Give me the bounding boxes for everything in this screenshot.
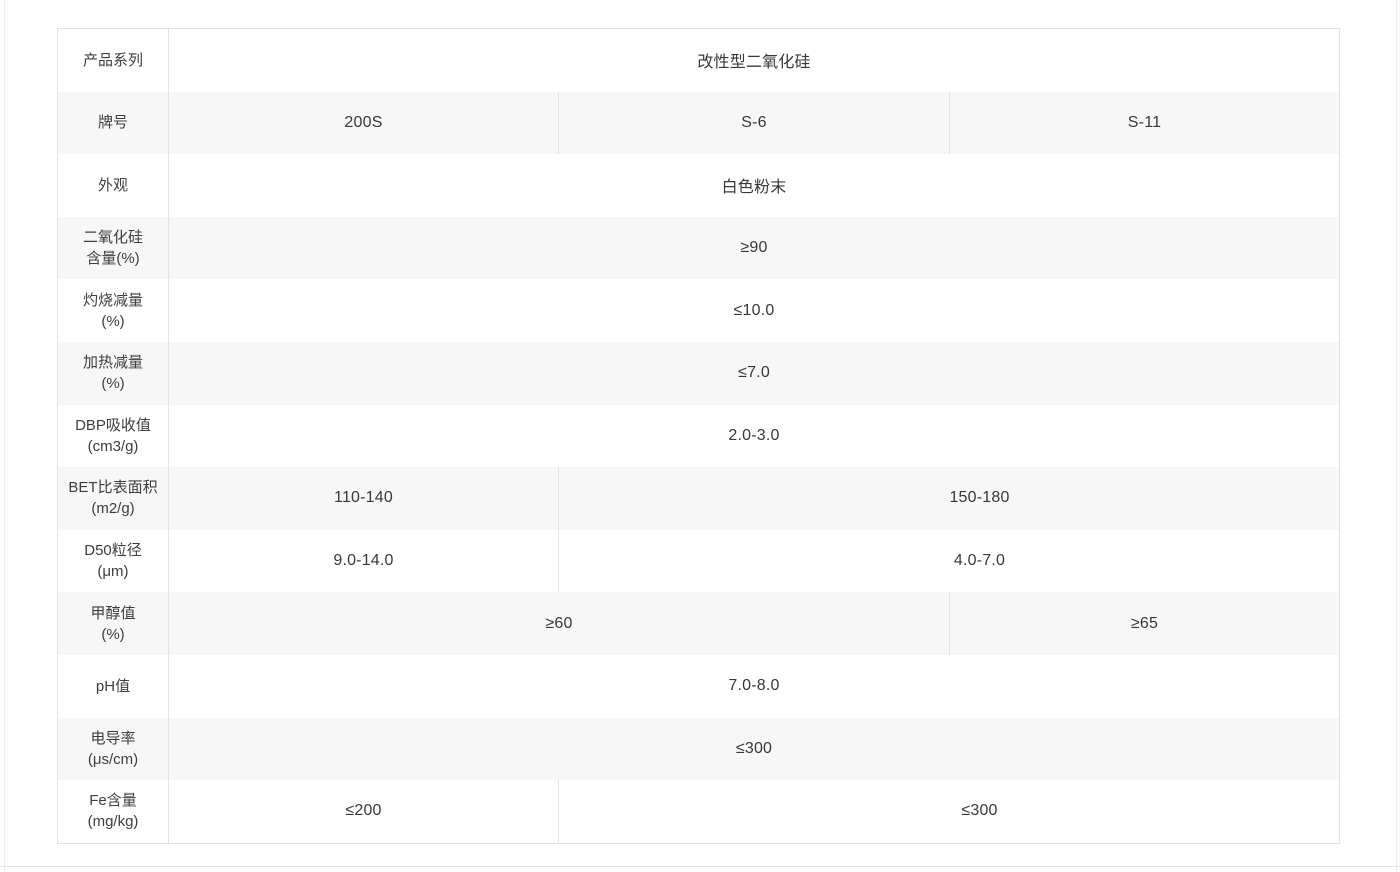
table-row: pH值 7.0-8.0 [58, 654, 1339, 718]
row-label-line2: (m2/g) [91, 500, 135, 518]
row-label-line2: (%) [101, 625, 125, 643]
value-cell: 4.0-7.0 [558, 529, 1339, 593]
table-row: 外观 白色粉末 [58, 154, 1339, 217]
row-label-cell: 电导率 (μs/cm) [58, 718, 168, 781]
row-label-line1: BET比表面积 [68, 479, 158, 497]
row-label-cell: 甲醇值 (%) [58, 592, 168, 655]
row-label-line1: 加热减量 [82, 354, 143, 372]
value-cell: 200S [168, 91, 558, 155]
row-label-line2: 含量(%) [86, 250, 140, 268]
row-label-line2: (%) [101, 312, 125, 330]
row-label-line2: (μm) [97, 563, 129, 581]
table-row: DBP吸收值 (cm3/g) 2.0-3.0 [58, 404, 1339, 468]
product-spec-table-body: 产品系列 改性型二氧化硅 牌号 200S S-6 S-11 外观 白色粉末 二氧化硅 含量(%) ≥… [58, 29, 1340, 843]
row-label-cell: 牌号 [58, 92, 168, 155]
value-cell: ≤7.0 [168, 341, 1339, 405]
table-row: Fe含量 (mg/kg) ≤200 ≤300 [58, 780, 1339, 843]
row-label-cell: 产品系列 [58, 29, 168, 92]
value-cell: 150-180 [558, 467, 1339, 530]
table-row: 甲醇值 (%) ≥60 ≥65 [58, 592, 1340, 655]
page-left-edge-line [4, 0, 5, 872]
row-label-line1: 电导率 [90, 729, 136, 747]
row-label-cell: 外观 [58, 154, 168, 217]
value-cell: 白色粉末 [168, 154, 1339, 217]
page-right-edge-line [1396, 0, 1397, 872]
value-cell: 2.0-3.0 [168, 404, 1339, 468]
value-cell: ≥60 [168, 592, 949, 655]
value-cell: 7.0-8.0 [168, 654, 1339, 718]
row-label-line2: (mg/kg) [87, 813, 139, 831]
value-cell: ≤300 [558, 780, 1339, 843]
value-cell: ≥90 [168, 216, 1339, 280]
value-cell: ≤200 [168, 780, 558, 843]
table-row: 灼烧减量 (%) ≤10.0 [58, 279, 1339, 342]
row-label-line1: D50粒径 [84, 542, 142, 560]
row-label-line2: (μs/cm) [87, 750, 139, 768]
table-row: 加热减量 (%) ≤7.0 [58, 341, 1340, 405]
row-label-cell: 加热减量 (%) [58, 342, 168, 405]
row-label-line2: (cm3/g) [87, 437, 139, 455]
table-row: 牌号 200S S-6 S-11 [58, 91, 1340, 155]
value-cell: 改性型二氧化硅 [168, 29, 1339, 92]
value-cell: ≤300 [168, 717, 1339, 781]
row-label-cell: D50粒径 (μm) [58, 530, 168, 593]
table-row: BET比表面积 (m2/g) 110-140 150-180 [58, 467, 1340, 530]
row-label-line1: DBP吸收值 [75, 416, 151, 434]
row-label-cell: BET比表面积 (m2/g) [58, 467, 168, 530]
value-cell: 110-140 [168, 467, 558, 530]
table-row: 产品系列 改性型二氧化硅 [58, 29, 1339, 92]
row-label-cell: pH值 [58, 655, 168, 718]
table-row: 二氧化硅 含量(%) ≥90 [58, 216, 1340, 280]
row-label-line1: 产品系列 [82, 51, 143, 69]
row-label-line1: 灼烧减量 [82, 291, 143, 309]
row-label-line1: Fe含量 [89, 792, 137, 810]
row-label-line1: pH值 [95, 677, 131, 695]
row-label-line1: 牌号 [97, 114, 128, 132]
value-cell: S-11 [949, 91, 1339, 155]
product-spec-table: 产品系列 改性型二氧化硅 牌号 200S S-6 S-11 外观 白色粉末 二氧化硅 含量(%) ≥… [57, 28, 1341, 844]
value-cell: 9.0-14.0 [168, 529, 558, 593]
page-bottom-edge-line [0, 866, 1400, 867]
row-label-cell: 灼烧减量 (%) [58, 279, 168, 342]
row-label-line1: 外观 [97, 176, 128, 194]
table-row: D50粒径 (μm) 9.0-14.0 4.0-7.0 [58, 529, 1339, 593]
row-label-line1: 二氧化硅 [82, 229, 143, 247]
value-cell: ≥65 [949, 592, 1339, 655]
value-cell: ≤10.0 [168, 279, 1339, 342]
row-label-cell: 二氧化硅含量(%) [58, 217, 168, 280]
table-row: 电导率 (μs/cm) ≤300 [58, 717, 1340, 781]
value-cell: S-6 [558, 91, 949, 155]
row-label-cell: DBP吸收值 (cm3/g) [58, 405, 168, 468]
row-label-line2: (%) [101, 375, 125, 393]
row-label-cell: Fe含量 (mg/kg) [58, 780, 168, 843]
row-label-line1: 甲醇值 [90, 604, 136, 622]
